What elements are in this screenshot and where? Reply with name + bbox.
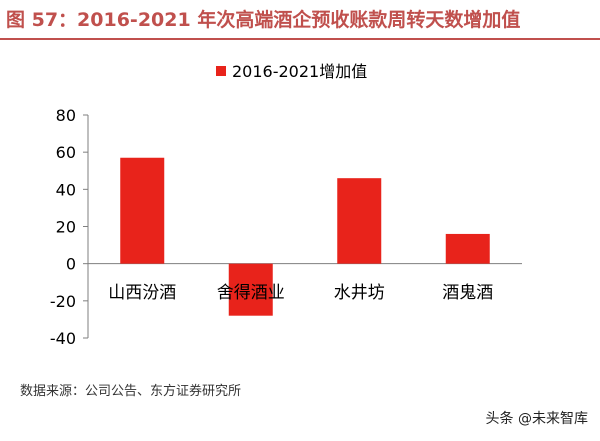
legend-swatch: [216, 66, 226, 76]
source-note: 数据来源：公司公告、东方证券研究所: [20, 384, 242, 399]
y-tick-label: -20: [50, 292, 76, 311]
y-tick-label: -40: [50, 329, 76, 348]
legend-label: 2016-2021增加值: [232, 62, 367, 81]
bar: [445, 233, 490, 264]
y-tick-label: 0: [66, 255, 76, 274]
plot-area: -40 -20 0 20 40 60 80 山西汾酒 舍得酒业 水井坊 酒鬼酒: [50, 106, 522, 348]
title-divider: [0, 38, 600, 40]
bar: [228, 263, 273, 316]
watermark: 头条 @未来智库: [485, 411, 588, 427]
x-tick-label: 酒鬼酒: [442, 283, 493, 303]
y-tick-label: 20: [56, 218, 76, 237]
y-tick-label: 80: [56, 106, 76, 125]
y-tick-label: 40: [56, 180, 76, 199]
bar: [120, 157, 165, 264]
chart-title: 图 57：2016-2021 年次高端酒企预收账款周转天数增加值: [6, 9, 521, 31]
bar: [337, 178, 382, 264]
x-tick-label: 舍得酒业: [217, 283, 285, 303]
x-tick-label: 水井坊: [334, 283, 385, 303]
y-tick-label: 60: [56, 143, 76, 162]
legend: 2016-2021增加值: [216, 62, 367, 81]
x-tick-label: 山西汾酒: [108, 283, 176, 303]
